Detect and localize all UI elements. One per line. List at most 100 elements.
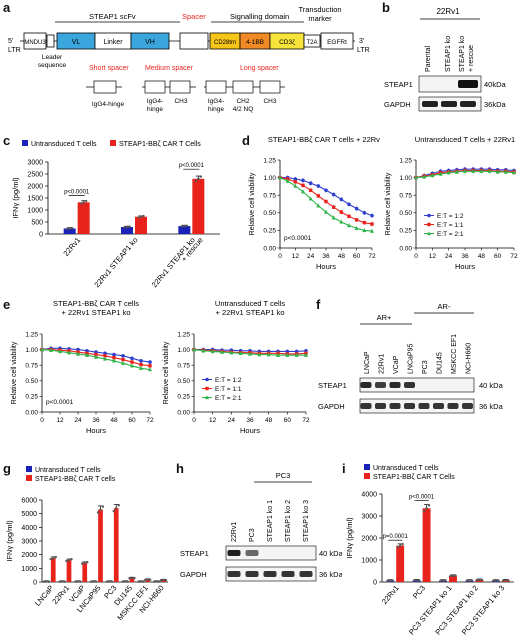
western-blot-f: AR+ AR- LNCaP 22Rv1 VCaP LNCaP95 PC3 DU145 MSK… xyxy=(318,302,504,414)
vh-box: VH xyxy=(145,39,155,46)
b-lane-rescue-2: + rescue xyxy=(468,45,475,72)
chart-e2-legend-0: E:T = 1:2 xyxy=(215,377,242,384)
chart-e1-point-1-9 xyxy=(121,357,125,362)
f-gapdh-band-5 xyxy=(433,403,444,409)
long-hinge-label: IgG4- xyxy=(208,98,224,105)
scfv-header: STEAP1 scFv xyxy=(89,12,136,21)
chart-d1-point-1-9 xyxy=(347,214,351,219)
chart-i-dot-2-0-1 xyxy=(441,579,445,582)
panel-label-a: a xyxy=(3,0,11,15)
chart-d1-point-2-10 xyxy=(354,226,359,230)
chart-c-dot-1-1-0 xyxy=(137,216,140,219)
b-cell-line: 22Rv1 xyxy=(436,7,460,16)
chart-e1-point-1-10 xyxy=(130,360,134,364)
f-lane-5: DU145 xyxy=(437,352,444,374)
chart-i-dot-4-1-2 xyxy=(507,579,510,582)
chart-e1-point-2-6 xyxy=(94,354,98,359)
chart-c-dot-1-0-0 xyxy=(123,226,126,229)
chart-g-dot-0-1-1 xyxy=(52,556,55,560)
chart-e1-point-2-3 xyxy=(67,350,71,355)
chart-g-bar-0-1 xyxy=(50,558,56,582)
chart-e2-xtick-2: 24 xyxy=(228,417,236,424)
chart-c: Untransduced T cells STEAP1-BBζ CAR T Cel… xyxy=(11,140,220,289)
h-gapdh-band-0 xyxy=(227,571,241,577)
chart-g-ytick-6: 6000 xyxy=(21,498,37,505)
chart-e1-point-1-12 xyxy=(148,364,152,368)
mndu3-box: MNDU3 xyxy=(24,40,46,46)
chart-d2-xtick-6: 72 xyxy=(510,253,518,260)
chart-d1-point-1-8 xyxy=(339,210,344,214)
chart-d1-point-1-4 xyxy=(308,188,313,192)
chart-g-dot-2-0-0 xyxy=(74,580,77,583)
chart-g-dot-5-0-1 xyxy=(124,580,127,583)
chart-e1-point-2-12 xyxy=(148,367,152,372)
chart-g-dot-1-1-0 xyxy=(65,559,68,563)
chart-c-legend-label-1: STEAP1-BBζ CAR T Cells xyxy=(119,141,201,148)
chart-d2-ylabel: Relative cell viability xyxy=(385,172,392,235)
chart-d2-xtick-1: 12 xyxy=(429,253,437,260)
h-group-pc3: PC3 xyxy=(276,471,291,480)
chart-i-dot-4-1-1 xyxy=(504,579,507,582)
h-steap1-band-0 xyxy=(227,550,241,556)
chart-e1-point-2-0 xyxy=(40,347,44,352)
chart-c-annotation-0: p<0.0001 xyxy=(64,190,90,196)
panel-label-c: c xyxy=(3,133,11,148)
chart-d1-ytick-5: 1.25 xyxy=(263,157,276,164)
chart-g-bar-3-1 xyxy=(98,509,103,582)
chart-i-xlabel-1-0: PC3 xyxy=(411,584,427,601)
chart-c-dot-0-0-0 xyxy=(65,227,69,230)
short-spacer-label: Short spacer xyxy=(89,65,129,72)
chart-e1-xtick-2: 24 xyxy=(74,417,82,424)
chart-d2-legend-2: E:T = 2:1 xyxy=(437,231,464,238)
long-ch2-label: CH2 xyxy=(236,98,249,105)
transduction-header-2: marker xyxy=(308,14,332,23)
chart-d2-ytick-0: 0.00 xyxy=(399,245,412,252)
chart-d1-point-0-4 xyxy=(308,181,313,186)
f-steap1-band-2 xyxy=(389,382,401,388)
chart-g-dot-4-0-0 xyxy=(105,580,109,583)
chart-d2-point-2-10 xyxy=(495,169,500,174)
chart-c-dot-0-0-2 xyxy=(70,227,74,230)
chart-e2-ytick-0: 0.00 xyxy=(177,409,190,416)
chart-e1-xlabel: Hours xyxy=(86,426,106,435)
chart-d1-ytick-3: 0.75 xyxy=(263,193,276,200)
h-size-36: 36 kDa xyxy=(319,570,342,579)
chart-d1-point-2-12 xyxy=(370,228,374,233)
chart-c-ytick-3: 1500 xyxy=(27,196,43,203)
chart-e1-point-2-9 xyxy=(121,361,125,365)
chart-g-dot-0-0-2 xyxy=(47,580,51,583)
chart-i-dot-1-0-0 xyxy=(412,579,416,582)
chart-d1-xtick-1: 12 xyxy=(292,253,300,260)
chart-i: Untransduced T cells STEAP1-BBζ CAR T Cel… xyxy=(345,464,514,637)
chart-e2-point-2-10 xyxy=(285,353,290,357)
chart-i-legend-swatch-0 xyxy=(364,464,370,470)
chart-e2-ytick-1: 0.25 xyxy=(177,394,190,401)
chart-i-bar-0-1 xyxy=(396,545,405,582)
chart-i-dot-4-0-0 xyxy=(492,579,495,582)
chart-e2-xtick-0: 0 xyxy=(192,417,196,424)
chart-d2-xtick-5: 60 xyxy=(494,253,502,260)
chart-d1-point-0-12 xyxy=(370,213,374,218)
chart-e2-point-2-9 xyxy=(276,353,280,357)
b-size-36: 36kDa xyxy=(484,100,507,109)
chart-e1-ytick-5: 1.25 xyxy=(25,331,38,338)
chart-g-dot-4-0-1 xyxy=(108,580,111,583)
chart-g-dot-2-0-2 xyxy=(79,580,82,583)
h-gapdh-band-4 xyxy=(299,571,313,577)
chart-c-dot-2-1-1 xyxy=(197,177,200,180)
f-gapdh-band-6 xyxy=(447,403,459,409)
chart-g-dot-2-0-1 xyxy=(76,580,80,583)
chart-e2-legend-2: E:T = 2:1 xyxy=(215,395,242,402)
chart-i-bar-1-1 xyxy=(422,508,431,582)
chart-i-dot-1-0-2 xyxy=(417,579,421,582)
chart-d1-xtick-4: 48 xyxy=(338,253,346,260)
linker-box: Linker xyxy=(103,39,123,46)
chart-d2-point-2-9 xyxy=(487,169,492,173)
chart-d2-ytick-2: 0.50 xyxy=(399,210,412,217)
chart-g-dot-1-0-1 xyxy=(61,580,64,583)
chart-d1-point-0-2 xyxy=(293,177,298,181)
chart-g-ylabel: IFNγ (pg/ml) xyxy=(5,520,14,562)
chart-e2-ytick-5: 1.25 xyxy=(177,331,190,338)
chart-c-dot-1-1-1 xyxy=(139,215,143,218)
long-ch3-label: CH3 xyxy=(263,98,276,105)
